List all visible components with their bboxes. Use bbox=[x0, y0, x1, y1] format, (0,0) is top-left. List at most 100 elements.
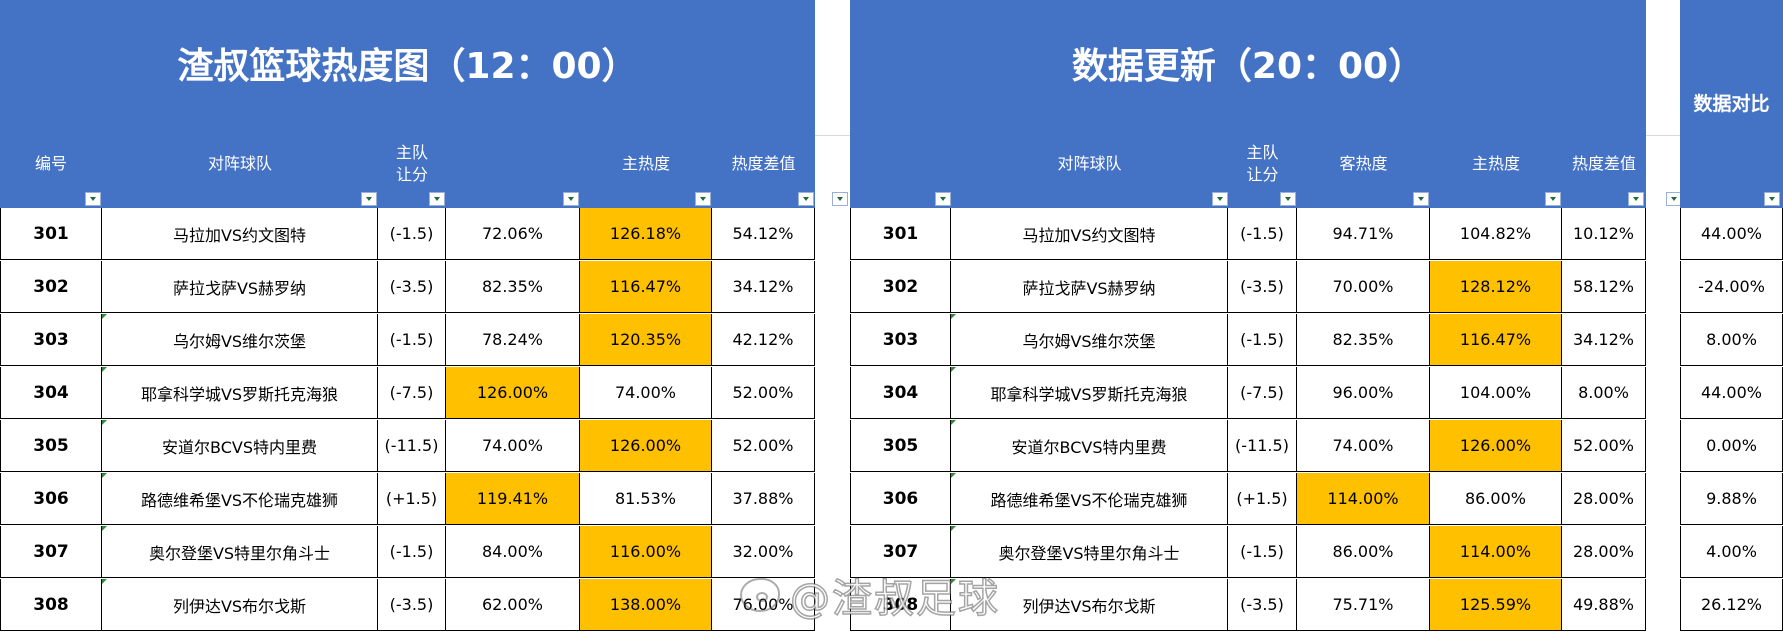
compare-cell[interactable]: 4.00% bbox=[1680, 526, 1783, 578]
diff-cell[interactable]: 37.88% bbox=[712, 473, 815, 525]
home-heat-cell[interactable]: 104.82% bbox=[1430, 208, 1562, 260]
id-cell[interactable]: 304 bbox=[0, 367, 102, 419]
filter-dropdown[interactable] bbox=[1545, 192, 1561, 206]
home-heat-cell[interactable]: 126.00% bbox=[580, 420, 712, 472]
handicap-cell[interactable]: (-7.5) bbox=[1228, 367, 1297, 419]
id-cell[interactable]: 303 bbox=[850, 314, 951, 366]
handicap-cell[interactable]: (-1.5) bbox=[378, 526, 446, 578]
diff-cell[interactable]: 8.00% bbox=[1562, 367, 1646, 419]
diff-cell[interactable]: 28.00% bbox=[1562, 473, 1646, 525]
home-heat-cell[interactable]: 126.00% bbox=[1430, 420, 1562, 472]
id-cell[interactable]: 307 bbox=[0, 526, 102, 578]
home-heat-cell[interactable]: 104.00% bbox=[1430, 367, 1562, 419]
match-cell[interactable]: 列伊达VS布尔戈斯 bbox=[102, 579, 378, 631]
handicap-cell[interactable]: (-11.5) bbox=[1228, 420, 1297, 472]
diff-cell[interactable]: 32.00% bbox=[712, 526, 815, 578]
diff-cell[interactable]: 49.88% bbox=[1562, 579, 1646, 631]
handicap-cell[interactable]: (-1.5) bbox=[1228, 208, 1297, 260]
id-cell[interactable]: 304 bbox=[850, 367, 951, 419]
filter-dropdown[interactable] bbox=[1280, 192, 1296, 206]
away-heat-cell[interactable]: 114.00% bbox=[1297, 473, 1430, 525]
handicap-cell[interactable]: (+1.5) bbox=[378, 473, 446, 525]
filter-dropdown[interactable] bbox=[1413, 192, 1429, 206]
match-cell[interactable]: 萨拉戈萨VS赫罗纳 bbox=[102, 261, 378, 313]
id-cell[interactable]: 306 bbox=[0, 473, 102, 525]
id-cell[interactable]: 303 bbox=[0, 314, 102, 366]
home-heat-cell[interactable]: 126.18% bbox=[580, 208, 712, 260]
away-heat-cell[interactable]: 86.00% bbox=[1297, 526, 1430, 578]
match-cell[interactable]: 萨拉戈萨VS赫罗纳 bbox=[951, 261, 1228, 313]
id-cell[interactable]: 302 bbox=[0, 261, 102, 313]
match-cell[interactable]: 列伊达VS布尔戈斯 bbox=[951, 579, 1228, 631]
filter-dropdown[interactable] bbox=[1764, 192, 1780, 206]
home-heat-cell[interactable]: 128.12% bbox=[1430, 261, 1562, 313]
away-heat-cell[interactable]: 94.71% bbox=[1297, 208, 1430, 260]
filter-dropdown[interactable] bbox=[1628, 192, 1644, 206]
match-cell[interactable]: 安道尔BCVS特内里费 bbox=[951, 420, 1228, 472]
match-cell[interactable]: 马拉加VS约文图特 bbox=[102, 208, 378, 260]
away-heat-cell[interactable]: 82.35% bbox=[446, 261, 580, 313]
filter-dropdown[interactable] bbox=[695, 192, 711, 206]
id-cell[interactable]: 301 bbox=[0, 208, 102, 260]
filter-dropdown[interactable] bbox=[935, 192, 951, 206]
filter-dropdown[interactable] bbox=[85, 192, 101, 206]
handicap-cell[interactable]: (-3.5) bbox=[378, 579, 446, 631]
home-heat-cell[interactable]: 81.53% bbox=[580, 473, 712, 525]
handicap-cell[interactable]: (-11.5) bbox=[378, 420, 446, 472]
diff-cell[interactable]: 52.00% bbox=[712, 367, 815, 419]
away-heat-cell[interactable]: 82.35% bbox=[1297, 314, 1430, 366]
match-cell[interactable]: 耶拿科学城VS罗斯托克海狼 bbox=[951, 367, 1228, 419]
handicap-cell[interactable]: (+1.5) bbox=[1228, 473, 1297, 525]
handicap-cell[interactable]: (-3.5) bbox=[1228, 579, 1297, 631]
home-heat-cell[interactable]: 116.00% bbox=[580, 526, 712, 578]
home-heat-cell[interactable]: 120.35% bbox=[580, 314, 712, 366]
compare-cell[interactable]: 8.00% bbox=[1680, 314, 1783, 366]
home-heat-cell[interactable]: 125.59% bbox=[1430, 579, 1562, 631]
handicap-cell[interactable]: (-3.5) bbox=[1228, 261, 1297, 313]
away-heat-cell[interactable]: 75.71% bbox=[1297, 579, 1430, 631]
match-cell[interactable]: 奥尔登堡VS特里尔角斗士 bbox=[102, 526, 378, 578]
diff-cell[interactable]: 54.12% bbox=[712, 208, 815, 260]
diff-cell[interactable]: 52.00% bbox=[1562, 420, 1646, 472]
diff-cell[interactable]: 42.12% bbox=[712, 314, 815, 366]
id-cell[interactable]: 305 bbox=[850, 420, 951, 472]
match-cell[interactable]: 马拉加VS约文图特 bbox=[951, 208, 1228, 260]
match-cell[interactable]: 路德维希堡VS不伦瑞克雄狮 bbox=[951, 473, 1228, 525]
id-cell[interactable]: 305 bbox=[0, 420, 102, 472]
away-heat-cell[interactable]: 62.00% bbox=[446, 579, 580, 631]
diff-cell[interactable]: 34.12% bbox=[1562, 314, 1646, 366]
compare-cell[interactable]: -24.00% bbox=[1680, 261, 1783, 313]
filter-dropdown[interactable] bbox=[563, 192, 579, 206]
diff-cell[interactable]: 10.12% bbox=[1562, 208, 1646, 260]
id-cell[interactable]: 306 bbox=[850, 473, 951, 525]
filter-dropdown[interactable] bbox=[1212, 192, 1228, 206]
home-heat-cell[interactable]: 116.47% bbox=[580, 261, 712, 313]
match-cell[interactable]: 安道尔BCVS特内里费 bbox=[102, 420, 378, 472]
away-heat-cell[interactable]: 74.00% bbox=[446, 420, 580, 472]
away-heat-cell[interactable]: 119.41% bbox=[446, 473, 580, 525]
home-heat-cell[interactable]: 74.00% bbox=[580, 367, 712, 419]
match-cell[interactable]: 乌尔姆VS维尔茨堡 bbox=[951, 314, 1228, 366]
away-heat-cell[interactable]: 70.00% bbox=[1297, 261, 1430, 313]
diff-cell[interactable]: 28.00% bbox=[1562, 526, 1646, 578]
filter-dropdown[interactable] bbox=[832, 192, 848, 206]
compare-cell[interactable]: 44.00% bbox=[1680, 208, 1783, 260]
away-heat-cell[interactable]: 84.00% bbox=[446, 526, 580, 578]
handicap-cell[interactable]: (-1.5) bbox=[378, 314, 446, 366]
match-cell[interactable]: 耶拿科学城VS罗斯托克海狼 bbox=[102, 367, 378, 419]
handicap-cell[interactable]: (-7.5) bbox=[378, 367, 446, 419]
compare-cell[interactable]: 0.00% bbox=[1680, 420, 1783, 472]
id-cell[interactable]: 301 bbox=[850, 208, 951, 260]
filter-dropdown[interactable] bbox=[798, 192, 814, 206]
home-heat-cell[interactable]: 114.00% bbox=[1430, 526, 1562, 578]
home-heat-cell[interactable]: 116.47% bbox=[1430, 314, 1562, 366]
filter-dropdown[interactable] bbox=[361, 192, 377, 206]
compare-cell[interactable]: 9.88% bbox=[1680, 473, 1783, 525]
diff-cell[interactable]: 58.12% bbox=[1562, 261, 1646, 313]
away-heat-cell[interactable]: 72.06% bbox=[446, 208, 580, 260]
diff-cell[interactable]: 34.12% bbox=[712, 261, 815, 313]
handicap-cell[interactable]: (-1.5) bbox=[1228, 526, 1297, 578]
away-heat-cell[interactable]: 126.00% bbox=[446, 367, 580, 419]
handicap-cell[interactable]: (-1.5) bbox=[378, 208, 446, 260]
id-cell[interactable]: 307 bbox=[850, 526, 951, 578]
